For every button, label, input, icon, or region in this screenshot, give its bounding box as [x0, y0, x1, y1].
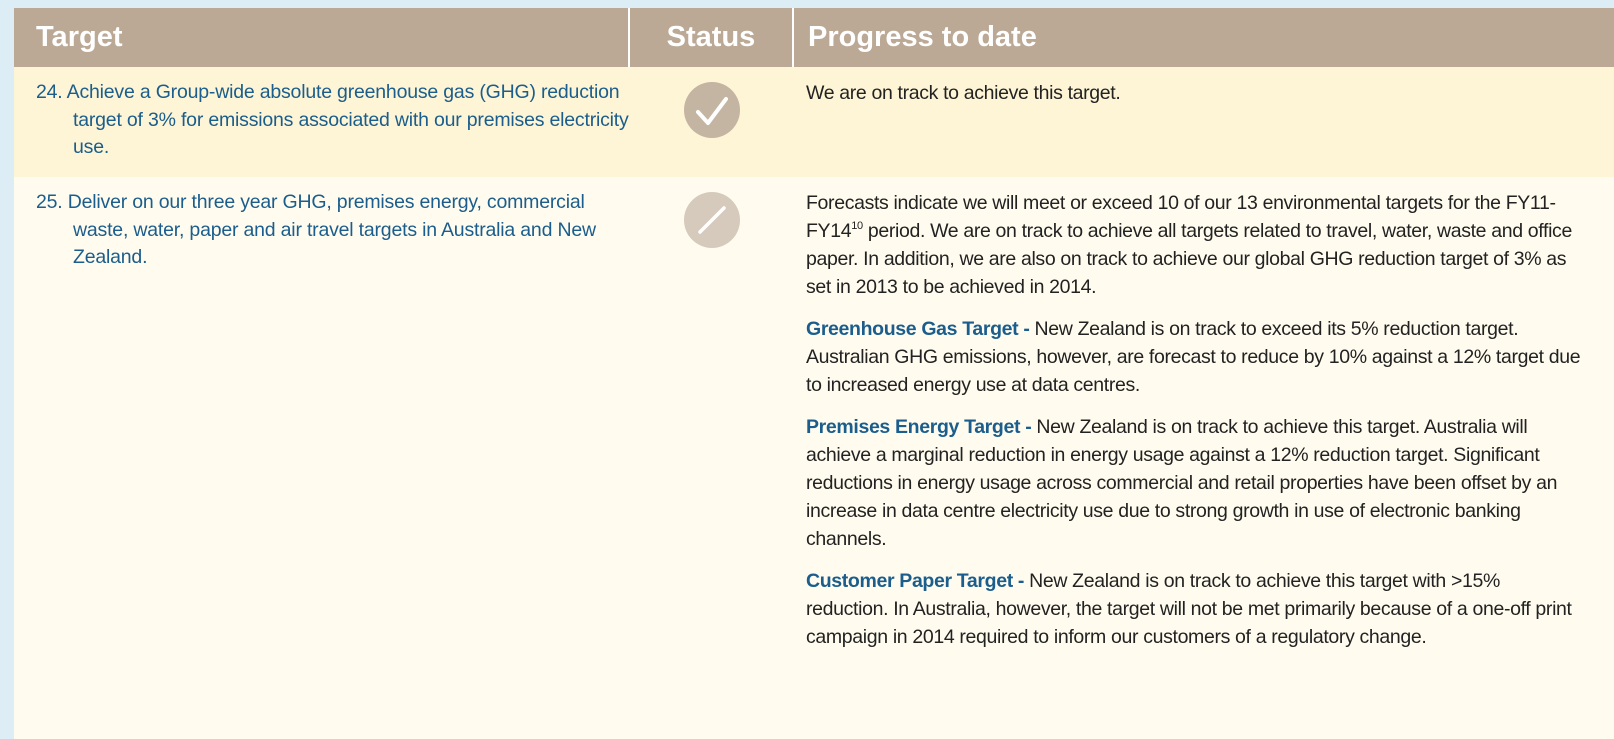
text: Forecasts indicate we will meet or excee… [806, 192, 1556, 242]
text: New Zealand is on track to achieve this … [806, 570, 1572, 648]
section-label: Premises Energy Target - [806, 416, 1032, 438]
progress-text: We are on track to achieve this target. [806, 82, 1121, 104]
section-label: Greenhouse Gas Target - [806, 318, 1030, 340]
target-text: 25. Deliver on our three year GHG, premi… [36, 191, 596, 268]
header-cell: Progress to date [808, 21, 1037, 53]
text: New Zealand is on track to exceed its 5%… [806, 318, 1581, 396]
progress-paragraph: Forecasts indicate we will meet or excee… [806, 189, 1584, 301]
text: period. We are on track to achieve all t… [806, 220, 1572, 298]
header-cell: Status [630, 8, 794, 67]
table-row: 25. Deliver on our three year GHG, premi… [14, 177, 1614, 665]
header-row: Target Status Progress to date [14, 8, 1614, 67]
status-cell [630, 177, 794, 665]
target-text: 24. Achieve a Group-wide absolute greenh… [36, 81, 629, 158]
table-row: 24. Achieve a Group-wide absolute greenh… [14, 67, 1614, 177]
progress-paragraph: Customer Paper Target - New Zealand is o… [806, 567, 1584, 651]
status-achieved-icon [684, 82, 740, 138]
header-cell: Target [14, 8, 630, 67]
section-label: Customer Paper Target - [806, 570, 1025, 592]
text: New Zealand is on track to achieve this … [806, 416, 1558, 550]
footnote-ref: 10 [851, 220, 863, 232]
table: Target Status Progress to date 24. Achie… [14, 8, 1614, 739]
progress-paragraph: Greenhouse Gas Target - New Zealand is o… [806, 315, 1584, 399]
progress-paragraph: Premises Energy Target - New Zealand is … [806, 413, 1584, 553]
status-on-track-icon [684, 192, 740, 248]
status-cell [630, 67, 794, 177]
progress-cell: Forecasts indicate we will meet or excee… [794, 177, 1614, 665]
